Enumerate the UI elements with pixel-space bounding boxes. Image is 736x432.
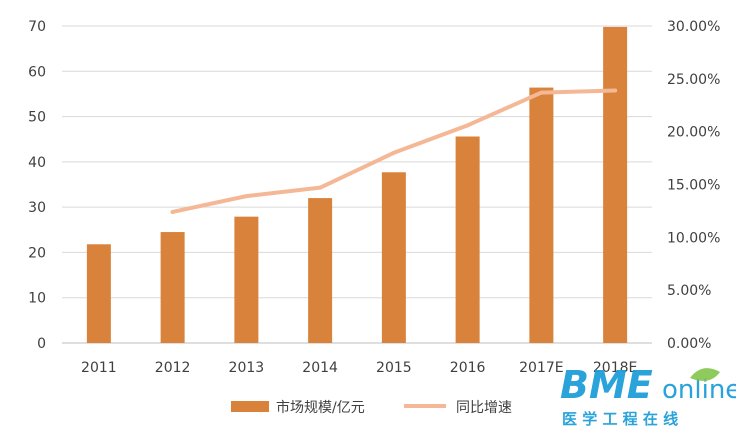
- y-right-tick-label: 30.00%: [667, 19, 720, 35]
- x-tick-label: 2018E: [593, 360, 637, 376]
- bar: [603, 26, 628, 344]
- x-tick-label: 2011: [81, 360, 117, 376]
- line-point: [613, 88, 618, 93]
- y-left-tick-label: 40: [28, 155, 46, 171]
- y-left-tick-label: 60: [28, 64, 46, 80]
- bar: [86, 244, 111, 343]
- x-tick-label: 2015: [376, 360, 412, 376]
- line-point: [539, 90, 544, 95]
- y-right-tick-label: 5.00%: [667, 283, 711, 299]
- watermark-brand: BME: [560, 363, 653, 407]
- x-tick-label: 2012: [155, 360, 191, 376]
- bar: [308, 198, 333, 343]
- y-right-tick-label: 25.00%: [667, 72, 720, 88]
- bar-series: [86, 26, 628, 344]
- x-tick-label: 2017E: [519, 360, 563, 376]
- line-point: [318, 185, 323, 190]
- legend-label-line: 同比增速: [456, 400, 512, 416]
- bar: [529, 87, 554, 344]
- legend: 市场规模/亿元 同比增速: [231, 399, 512, 416]
- y-right-tick-label: 0.00%: [667, 336, 711, 352]
- y-left-tick-label: 50: [28, 110, 46, 126]
- line-point: [244, 194, 249, 199]
- line-series: [170, 88, 618, 214]
- y-right-tick-label: 10.00%: [667, 230, 720, 246]
- gridlines: [62, 25, 652, 344]
- y-left-tick-label: 10: [28, 291, 46, 307]
- x-tick-label: 2013: [229, 360, 265, 376]
- bar: [455, 136, 480, 343]
- bar: [234, 216, 259, 343]
- y-axis-left: 0 10 20 30 40 50 60 70: [28, 19, 46, 352]
- y-right-tick-label: 15.00%: [667, 178, 720, 194]
- x-tick-label: 2016: [450, 360, 486, 376]
- y-left-tick-label: 0: [37, 336, 46, 352]
- legend-swatch-bar: [231, 401, 269, 412]
- watermark: BME online 医 学 工 程 在 线: [560, 363, 736, 428]
- y-left-tick-label: 30: [28, 200, 46, 216]
- y-right-tick-label: 20.00%: [667, 125, 720, 141]
- y-left-tick-label: 20: [28, 245, 46, 261]
- x-tick-label: 2014: [302, 360, 338, 376]
- y-axis-right: 0.00% 5.00% 10.00% 15.00% 20.00% 25.00% 30.00%: [667, 19, 720, 352]
- bar: [381, 172, 406, 343]
- x-axis: 2011 2012 2013 2014 2015 2016 2017E 2018E: [81, 360, 637, 376]
- line-point: [391, 150, 396, 155]
- legend-label-bar: 市场规模/亿元: [276, 399, 365, 416]
- line-point: [170, 209, 175, 214]
- y-left-tick-label: 70: [28, 19, 46, 35]
- leaf-icon: [690, 368, 720, 381]
- line-point: [465, 123, 470, 128]
- watermark-subtitle: 医 学 工 程 在 线: [562, 410, 678, 428]
- bar: [160, 232, 185, 343]
